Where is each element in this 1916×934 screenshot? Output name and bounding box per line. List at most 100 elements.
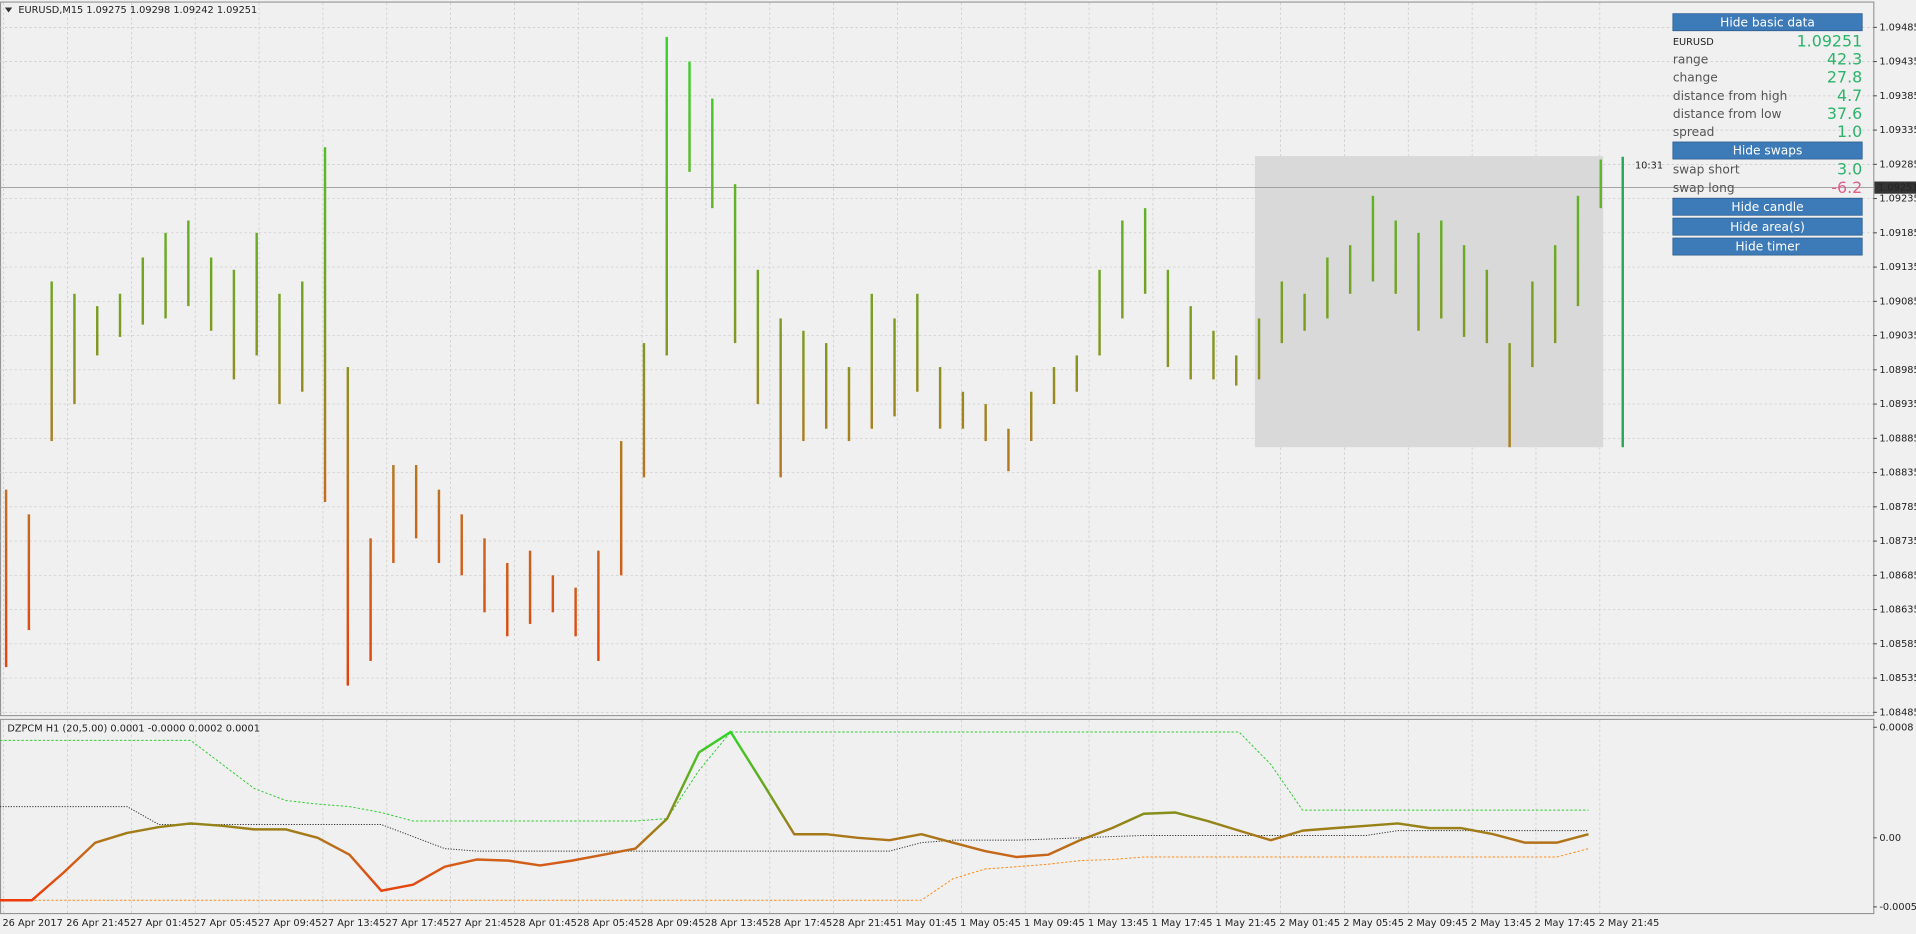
- candle-timer: 10:31: [1635, 160, 1663, 171]
- price-bar: [1531, 281, 1534, 368]
- price-bar: [1280, 281, 1284, 344]
- panel-button[interactable]: [1672, 13, 1863, 32]
- y-tick-label: 1.09135: [1879, 262, 1916, 273]
- y-tick-label: 1.09285: [1879, 159, 1916, 170]
- panel-button[interactable]: [1672, 197, 1863, 216]
- price-bar: [1599, 159, 1602, 209]
- price-bar: [164, 232, 167, 319]
- price-bar: [414, 465, 418, 539]
- x-tick-label: 2 May 13:45: [1471, 918, 1532, 929]
- panel-row-label: distance from high: [1673, 89, 1787, 103]
- price-bar: [346, 367, 350, 686]
- panel-row-value: 1.0: [1837, 122, 1862, 141]
- panel-button-label[interactable]: Hide timer: [1735, 240, 1800, 254]
- x-tick-label: 26 Apr 21:45: [66, 918, 130, 929]
- panel-button[interactable]: [1672, 217, 1863, 236]
- price-bar: [1075, 355, 1079, 392]
- price-bar: [1462, 245, 1466, 337]
- x-tick-label: 2 May 17:45: [1535, 918, 1596, 929]
- price-bar: [619, 441, 623, 576]
- y-tick-label: 1.08735: [1879, 536, 1916, 547]
- panel-button[interactable]: [1672, 141, 1863, 160]
- price-bar: [1553, 245, 1557, 344]
- middle-band-line: [0, 806, 1589, 852]
- price-bar: [779, 318, 782, 478]
- price-bar: [1166, 269, 1170, 368]
- price-bar: [1417, 232, 1420, 331]
- price-bar: [27, 514, 31, 631]
- x-tick-label: 28 Apr 09:45: [641, 918, 705, 929]
- x-tick-label: 2 May 05:45: [1343, 918, 1404, 929]
- y-tick-label: 1.08835: [1879, 468, 1916, 479]
- x-tick-label: 28 Apr 13:45: [705, 918, 769, 929]
- panel-row-value: -6.2: [1831, 178, 1862, 197]
- price-area: [1254, 156, 1604, 448]
- price-bar: [301, 281, 304, 392]
- y-tick-label: 1.08535: [1879, 673, 1916, 684]
- panel-button-label[interactable]: Hide candle: [1731, 200, 1803, 214]
- price-bar: [1348, 245, 1352, 294]
- x-tick-label: 1 May 17:45: [1152, 918, 1213, 929]
- y-tick-label: 1.08885: [1879, 433, 1916, 444]
- x-tick-label: 1 May 01:45: [896, 918, 957, 929]
- price-bar: [460, 514, 463, 576]
- price-bar: [711, 98, 714, 209]
- price-bar: [96, 306, 99, 356]
- x-tick-label: 1 May 05:45: [960, 918, 1021, 929]
- price-bar: [437, 489, 441, 563]
- y-tick-label: 1.09435: [1879, 57, 1916, 68]
- price-bar: [141, 257, 145, 325]
- x-tick-label: 1 May 21:45: [1216, 918, 1277, 929]
- price-bar: [1189, 306, 1192, 380]
- y-tick-label: 1.09235: [1879, 194, 1916, 205]
- price-bar: [984, 404, 987, 442]
- panel-button-label[interactable]: Hide swaps: [1733, 144, 1803, 158]
- price-bar: [1440, 220, 1443, 319]
- current-price-label: 1.09251: [1878, 183, 1916, 194]
- y-tick-label: 1.08685: [1879, 570, 1916, 581]
- price-bar: [483, 538, 486, 613]
- main-indicator-line: [0, 730, 1589, 902]
- panel-button[interactable]: [1672, 237, 1863, 256]
- panel-row-value: 42.3: [1827, 50, 1862, 69]
- price-bar: [506, 562, 509, 637]
- y-tick-label: -0.0005: [1879, 902, 1916, 913]
- x-tick-label: 27 Apr 01:45: [130, 918, 194, 929]
- price-bar: [1007, 428, 1010, 472]
- x-tick-label: 28 Apr 17:45: [769, 918, 833, 929]
- panel-row-label: swap long: [1673, 181, 1735, 195]
- price-bar: [187, 220, 190, 307]
- panel-symbol: EURUSD: [1673, 37, 1714, 48]
- price-bar: [938, 367, 942, 429]
- price-bar: [1212, 330, 1215, 380]
- price-bar: [916, 293, 919, 392]
- text-layer: EURUSD,M15 1.09275 1.09298 1.09242 1.092…: [2, 5, 1916, 929]
- price-bar: [1121, 220, 1124, 319]
- price-bar: [73, 293, 76, 405]
- indicator-header: DZPCM H1 (20,5.00) 0.0001 -0.0000 0.0002…: [7, 723, 260, 734]
- y-tick-label: 1.08985: [1879, 365, 1916, 376]
- price-bar: [528, 550, 532, 624]
- chart-header: EURUSD,M15 1.09275 1.09298 1.09242 1.092…: [18, 5, 257, 16]
- price-bar: [255, 232, 258, 356]
- panel-row-label: range: [1673, 53, 1708, 67]
- panel-row-value: 27.8: [1827, 68, 1862, 87]
- panel-row-value: 3.0: [1837, 160, 1862, 179]
- price-bar: [232, 269, 236, 380]
- panel-button-label[interactable]: Hide basic data: [1720, 15, 1815, 29]
- panel-button-label[interactable]: Hide area(s): [1730, 220, 1805, 234]
- panel-row-label: distance from low: [1673, 107, 1782, 121]
- x-tick-label: 2 May 21:45: [1599, 918, 1660, 929]
- price-bar: [642, 343, 646, 478]
- y-tick-label: 1.09385: [1879, 91, 1916, 102]
- price-bar: [392, 465, 395, 563]
- x-tick-label: 27 Apr 05:45: [194, 918, 258, 929]
- y-tick-label: 0.0008: [1879, 722, 1913, 733]
- header-arrow[interactable]: [4, 7, 13, 13]
- price-bar: [1143, 208, 1147, 294]
- price-bar: [597, 550, 600, 661]
- price-bar: [961, 391, 965, 429]
